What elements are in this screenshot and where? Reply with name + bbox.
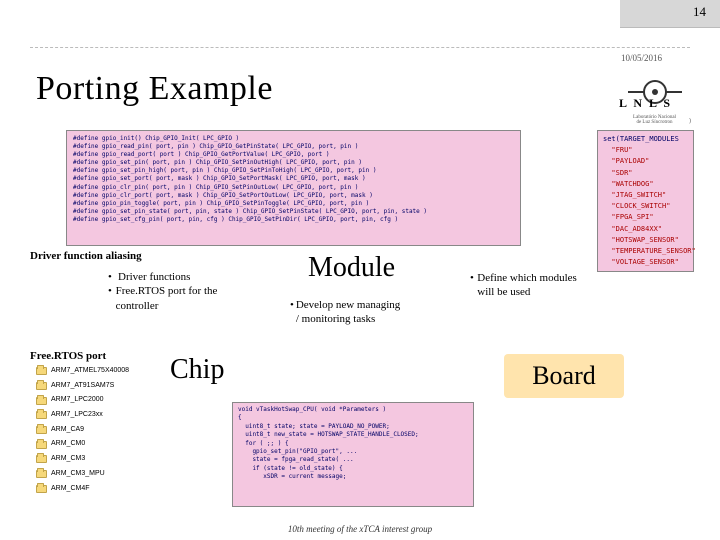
folder-icon — [36, 441, 47, 449]
folder-item: ARM_CM0 — [36, 437, 146, 452]
folder-item: ARM7_LPC2000 — [36, 393, 146, 408]
folder-item: ARM7_LPC23xx — [36, 408, 146, 423]
driver-aliasing-label: Driver function aliasing — [30, 250, 142, 262]
folder-item: ARM_CM4F — [36, 482, 146, 497]
footer: 10th meeting of the xTCA interest group — [0, 524, 720, 534]
folder-icon — [36, 470, 47, 478]
folder-icon — [36, 397, 47, 405]
page-number: 14 — [693, 4, 706, 20]
folder-item: ARM_CA9 — [36, 423, 146, 438]
header-rule — [30, 47, 690, 48]
logo: L N L S Laboratório Nacional de Luz Sínc… — [617, 78, 692, 125]
freertos-port-label: Free.RTOS port — [30, 350, 106, 362]
folder-item: ARM_CM3 — [36, 452, 146, 467]
date: 10/05/2016 — [621, 53, 662, 63]
folder-item: ARM7_AT91SAM7S — [36, 379, 146, 394]
folder-icon — [36, 411, 47, 419]
board-heading: Board — [504, 354, 624, 398]
code-block-task: void vTaskHotSwap_CPU( void *Parameters … — [232, 402, 474, 507]
modlist-footer: ) — [688, 118, 692, 125]
modlist-header: set(TARGET_MODULES — [603, 134, 688, 145]
board-heading-text: Board — [532, 361, 596, 391]
logo-text: L N L S — [619, 96, 672, 111]
folder-icon — [36, 382, 47, 390]
module-list: set(TARGET_MODULES "FRU" "PAYLOAD" "SDR"… — [597, 130, 694, 272]
bullets-module: •Develop new managing / monitoring tasks — [290, 298, 405, 327]
folder-icon — [36, 426, 47, 434]
folder-icon — [36, 485, 47, 493]
code-block-defines: #define gpio_init() Chip_GPIO_Init( LPC_… — [66, 130, 521, 246]
chip-heading: Chip — [170, 354, 224, 386]
logo-sub2: de Luz Síncrotron — [617, 120, 692, 125]
folder-item: ARM_CM3_MPU — [36, 467, 146, 482]
bullets-board: •Define which modules will be used — [470, 271, 590, 300]
folder-list: ARM7_ATMEL75X40008ARM7_AT91SAM7SARM7_LPC… — [36, 364, 146, 496]
folder-icon — [36, 455, 47, 463]
module-heading: Module — [308, 252, 395, 284]
title: Porting Example — [36, 70, 273, 108]
folder-item: ARM7_ATMEL75X40008 — [36, 364, 146, 379]
header-mask — [0, 0, 620, 28]
bullets-chip: •Driver functions•Free.RTOS port for the… — [108, 270, 228, 313]
folder-icon — [36, 367, 47, 375]
